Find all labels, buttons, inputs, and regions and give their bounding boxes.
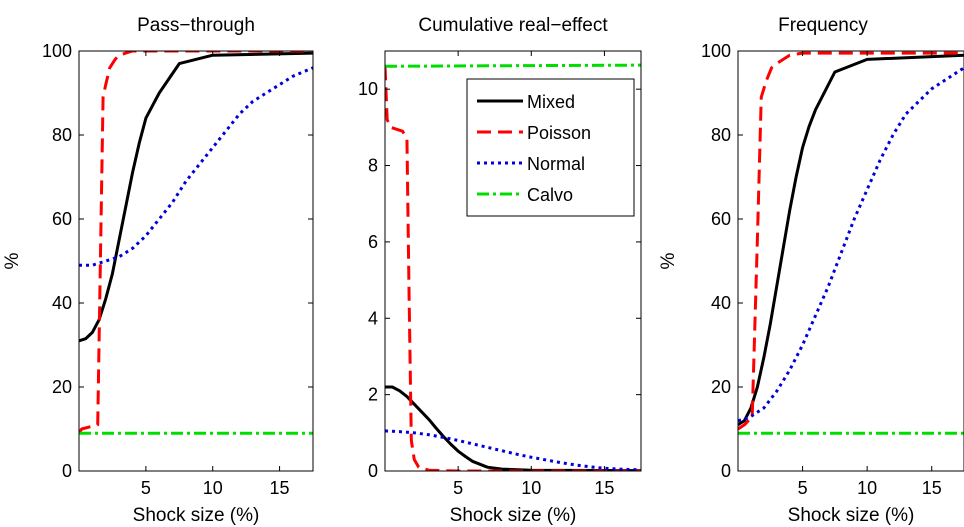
y-tick-label: 0 — [368, 461, 378, 481]
x-axis-label: Shock size (%) — [133, 505, 260, 526]
y-tick-label: 40 — [711, 293, 731, 313]
x-tick-label: 5 — [141, 478, 151, 498]
cumulative-real-effect-panel: 0 2 4 6 8 10 5 10 15 Cumulative real−effect Shock … — [358, 15, 642, 526]
x-tick-label: 5 — [798, 478, 808, 498]
y-tick-label: 40 — [52, 293, 72, 313]
axes-frame — [78, 50, 314, 472]
x-axis-label: Shock size (%) — [450, 505, 577, 526]
series-line-poisson — [385, 66, 641, 471]
y-tick-label: 0 — [62, 461, 72, 481]
y-tick-label: 100 — [701, 41, 731, 61]
x-tick-label: 10 — [857, 478, 877, 498]
legend-label-calvo: Calvo — [527, 185, 573, 205]
y-tick-label: 6 — [368, 232, 378, 252]
x-tick-label: 15 — [270, 478, 290, 498]
frequency-panel: 0 20 40 60 80 100 5 10 15 Frequency Shock size (%)… — [658, 15, 964, 526]
legend-label-poisson: Poisson — [527, 123, 591, 143]
series-line-normal — [738, 66, 964, 423]
x-tick-label: 15 — [594, 478, 614, 498]
axes-frame — [737, 50, 964, 472]
y-tick-label: 4 — [368, 308, 378, 328]
x-tick-label: 5 — [453, 478, 463, 498]
y-tick-label: 0 — [721, 461, 731, 481]
x-tick-label: 10 — [521, 478, 541, 498]
legend: Mixed Poisson Normal Calvo — [466, 78, 635, 217]
y-tick-label: 10 — [358, 79, 378, 99]
series-line-mixed — [79, 51, 313, 343]
legend-label-normal: Normal — [527, 154, 585, 174]
x-tick-label: 15 — [922, 478, 942, 498]
y-tick-label: 100 — [42, 41, 72, 61]
x-axis-label: Shock size (%) — [788, 505, 915, 526]
y-tick-label: 2 — [368, 385, 378, 405]
y-tick-label: 60 — [52, 209, 72, 229]
chart-title: Cumulative real−effect — [418, 15, 608, 36]
y-tick-label: 8 — [368, 156, 378, 176]
series-line-poisson — [79, 51, 313, 435]
y-tick-label: 20 — [711, 377, 731, 397]
series-line-mixed — [385, 385, 641, 471]
series-line-normal — [79, 66, 313, 267]
y-axis-label: % — [2, 252, 23, 269]
series-line-mixed — [738, 53, 964, 427]
x-tick-label: 10 — [203, 478, 223, 498]
y-tick-label: 60 — [711, 209, 731, 229]
y-tick-label: 80 — [711, 125, 731, 145]
chart-title: Pass−through — [137, 15, 255, 36]
y-tick-label: 80 — [52, 125, 72, 145]
legend-label-mixed: Mixed — [527, 92, 575, 112]
chart-title: Frequency — [778, 15, 868, 36]
y-tick-label: 20 — [52, 377, 72, 397]
series-line-normal — [385, 429, 641, 471]
series-line-calvo — [385, 63, 641, 68]
pass-through-panel: 0 20 40 60 80 100 5 10 15 Pass−through Shock size … — [2, 15, 314, 526]
y-axis-label: % — [658, 252, 679, 269]
series-line-poisson — [738, 51, 964, 431]
axes-frame — [384, 50, 642, 472]
